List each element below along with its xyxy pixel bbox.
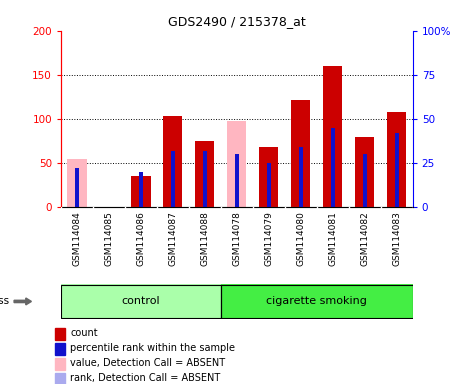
Text: GSM114085: GSM114085 xyxy=(105,211,113,266)
Text: GSM114086: GSM114086 xyxy=(136,211,145,266)
Text: percentile rank within the sample: percentile rank within the sample xyxy=(70,343,235,353)
Text: rank, Detection Call = ABSENT: rank, Detection Call = ABSENT xyxy=(70,373,220,383)
Text: GSM114088: GSM114088 xyxy=(200,211,209,266)
Bar xyxy=(55,373,65,384)
Text: GSM114087: GSM114087 xyxy=(168,211,177,266)
Text: GSM114080: GSM114080 xyxy=(296,211,305,266)
Bar xyxy=(291,99,310,207)
Bar xyxy=(131,177,151,207)
Bar xyxy=(323,66,342,207)
Bar xyxy=(61,284,221,319)
Bar xyxy=(227,121,246,207)
Bar xyxy=(61,285,221,318)
Bar xyxy=(235,154,239,207)
Bar xyxy=(55,358,65,370)
Bar xyxy=(221,284,413,319)
Bar xyxy=(387,112,406,207)
Bar xyxy=(355,137,374,207)
Text: value, Detection Call = ABSENT: value, Detection Call = ABSENT xyxy=(70,358,225,368)
Bar xyxy=(299,147,303,207)
Bar xyxy=(221,285,413,318)
Bar xyxy=(395,133,399,207)
Text: control: control xyxy=(121,296,160,306)
Title: GDS2490 / 215378_at: GDS2490 / 215378_at xyxy=(168,15,306,28)
Text: GSM114079: GSM114079 xyxy=(265,211,273,266)
Text: GSM114078: GSM114078 xyxy=(232,211,242,266)
Bar xyxy=(203,151,207,207)
Text: cigarette smoking: cigarette smoking xyxy=(266,296,367,306)
Text: GSM114084: GSM114084 xyxy=(72,211,82,266)
Text: GSM114082: GSM114082 xyxy=(360,211,369,266)
Bar xyxy=(55,343,65,355)
Text: GSM114081: GSM114081 xyxy=(328,211,337,266)
Bar xyxy=(195,141,214,207)
Bar xyxy=(75,169,79,207)
Bar xyxy=(259,147,279,207)
Bar xyxy=(267,163,271,207)
Text: GSM114083: GSM114083 xyxy=(392,211,401,266)
Bar xyxy=(139,172,143,207)
Text: stress: stress xyxy=(0,296,9,306)
Bar xyxy=(55,328,65,339)
Bar xyxy=(68,159,87,207)
Text: count: count xyxy=(70,328,98,338)
Bar xyxy=(163,116,182,207)
Bar xyxy=(331,128,335,207)
Bar xyxy=(235,154,239,207)
Bar xyxy=(363,154,367,207)
Bar xyxy=(171,151,175,207)
